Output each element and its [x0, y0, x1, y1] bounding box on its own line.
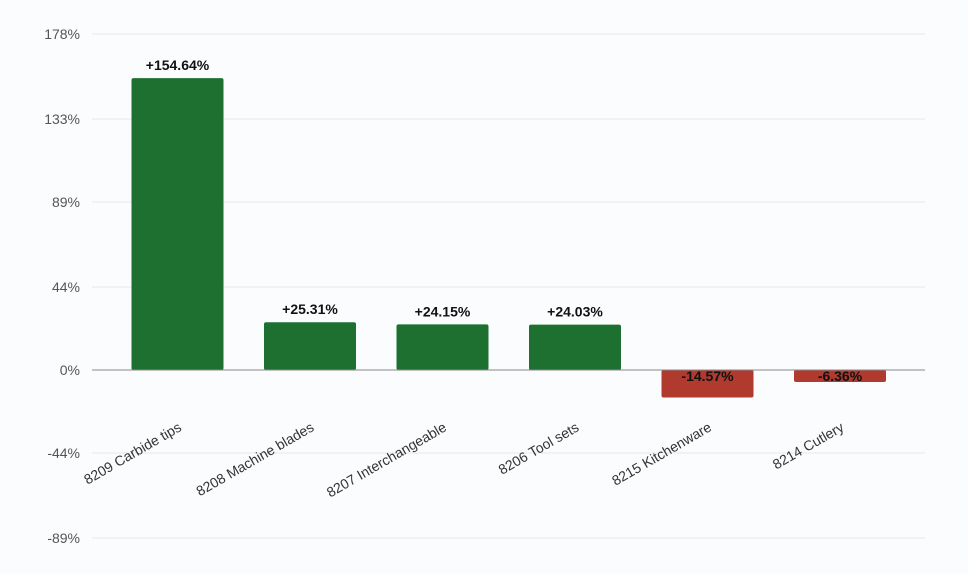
bar — [794, 370, 886, 383]
category-label: 8207 Interchangeable — [324, 419, 449, 501]
y-tick-label: 44% — [52, 279, 80, 295]
category-label: 8208 Machine blades — [193, 419, 316, 499]
x-axis-categories: 8209 Carbide tips 8208 Machine blades 8207… — [81, 419, 847, 501]
category-label: 8214 Cutlery — [770, 419, 847, 473]
data-label: -14.57% — [681, 368, 734, 384]
data-label: +24.03% — [547, 304, 603, 320]
category-label: 8206 Tool sets — [496, 419, 582, 478]
bar — [661, 370, 754, 398]
bar — [396, 324, 489, 370]
bar — [529, 324, 621, 370]
y-tick-label: 0% — [60, 362, 80, 378]
y-tick-label: 178% — [44, 26, 80, 42]
y-tick-label: -44% — [47, 445, 80, 461]
bar — [131, 78, 224, 371]
bar — [264, 322, 356, 370]
bars — [131, 78, 886, 398]
category-label: 8215 Kitchenware — [609, 419, 714, 489]
gridlines — [92, 33, 925, 539]
data-label: +154.64% — [146, 57, 210, 73]
y-tick-label: 133% — [44, 111, 80, 127]
data-labels: +154.64% +25.31% +24.15% +24.03% -14.57% -6.3… — [146, 57, 863, 384]
data-label: +25.31% — [282, 301, 338, 317]
y-tick-label: -89% — [47, 530, 80, 546]
y-tick-label: 89% — [52, 194, 80, 210]
data-label: +24.15% — [415, 303, 471, 319]
y-axis-ticks: 178% 133% 89% 44% 0% -44% -89% — [44, 26, 80, 546]
data-label: -6.36% — [818, 368, 863, 384]
